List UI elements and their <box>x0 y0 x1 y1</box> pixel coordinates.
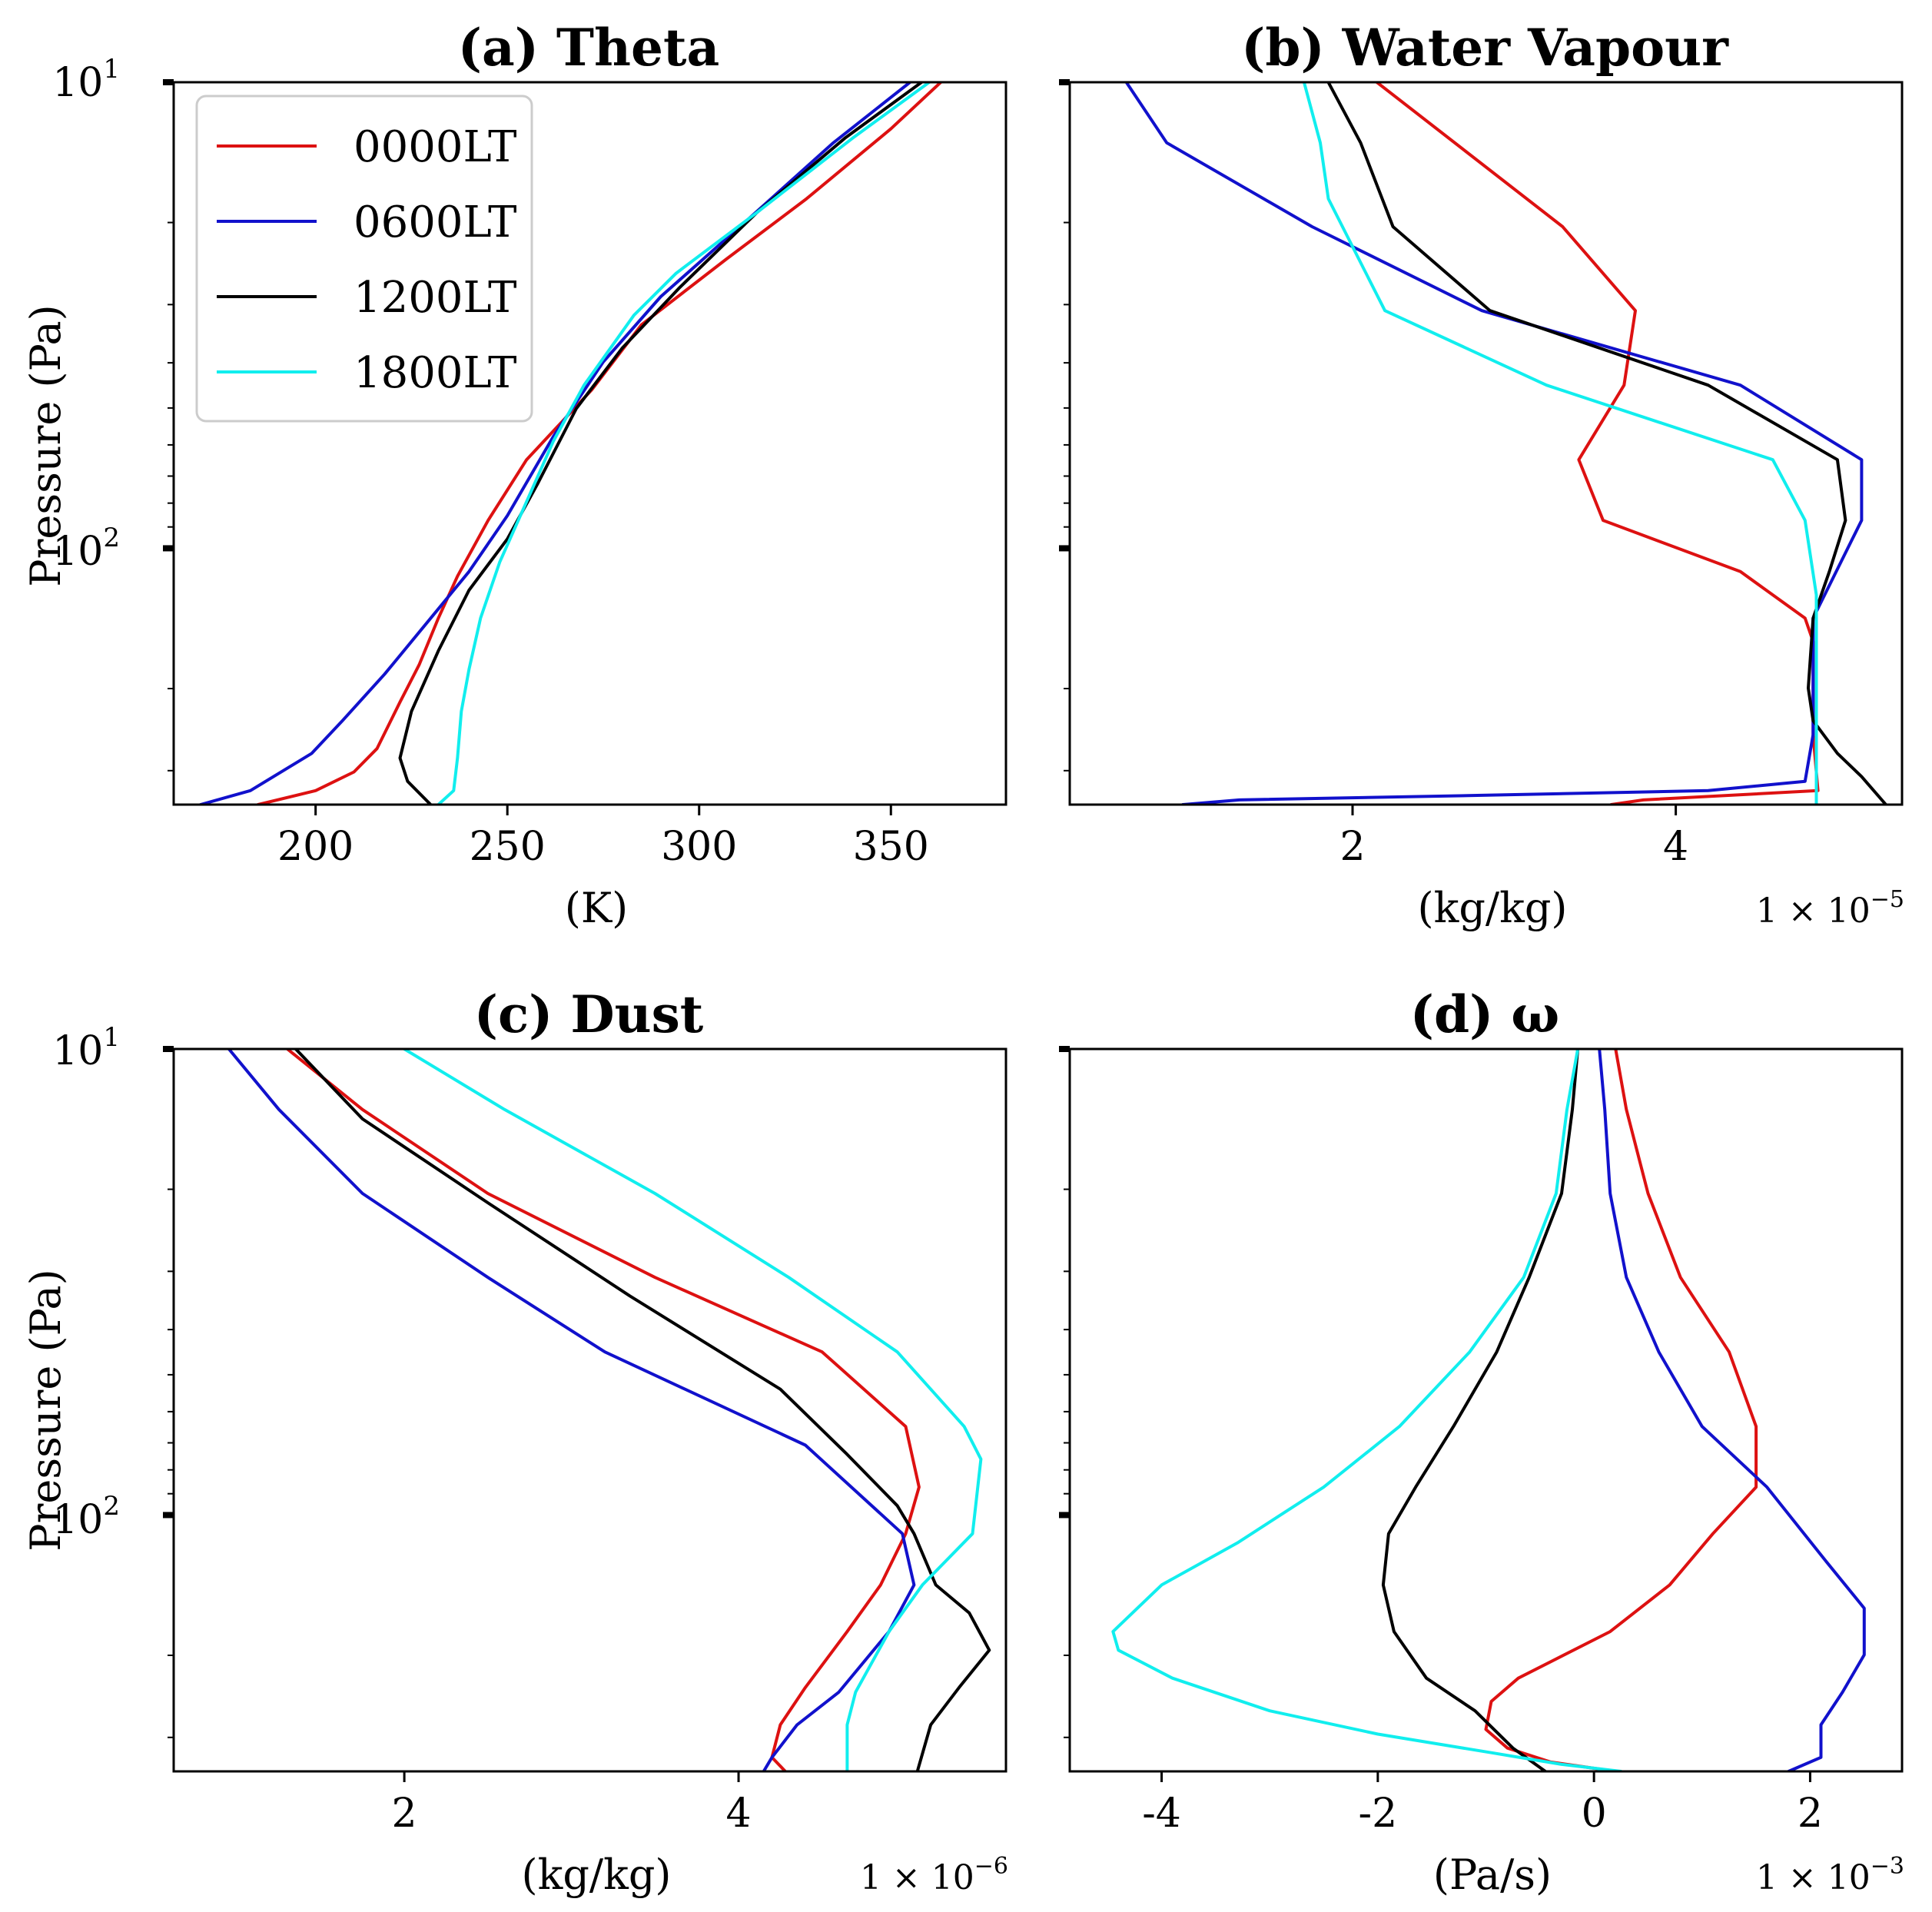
series-line-c-0600LT <box>227 1049 916 1771</box>
axes-frame-a <box>172 81 1007 806</box>
svg-text:102: 102 <box>52 523 120 575</box>
x-tick-label-c-2: 2 <box>392 1791 417 1837</box>
series-line-d-1200LT <box>1381 1049 1580 1771</box>
series-group-b <box>1124 82 1887 805</box>
panel-a: 200 250 300 350 <box>163 79 1007 870</box>
x-tick-label-a-300: 300 <box>661 824 737 870</box>
title-d: (d) ω <box>1410 984 1559 1044</box>
y-axis-label-top: Pressure (Pa) <box>22 304 70 586</box>
series-line-a-0000LT <box>256 82 943 805</box>
title-a: (a) Theta <box>458 18 720 78</box>
series-line-b-1200LT <box>1326 82 1887 805</box>
x-tick-label-d-0: 0 <box>1582 1791 1607 1837</box>
legend-box <box>195 95 533 423</box>
legend-label-1800LT: 1800LT <box>354 348 517 398</box>
legend-entry-0000LT: 0000LT <box>217 122 517 172</box>
x-tick-label-b-2: 2 <box>1339 824 1365 870</box>
x-tick-label-a-200: 200 <box>277 824 354 870</box>
legend-entry-1800LT: 1800LT <box>217 348 517 398</box>
series-line-b-0600LT <box>1124 82 1864 805</box>
series-line-b-0000LT <box>1375 82 1820 805</box>
x-tick-label-a-350: 350 <box>853 824 929 870</box>
series-line-d-0600LT <box>1598 1049 1866 1771</box>
series-line-a-0600LT <box>198 82 912 805</box>
legend-label-0600LT: 0600LT <box>354 198 517 247</box>
x-tick-label-b-4: 4 <box>1663 824 1688 870</box>
axes-frame-b <box>1068 81 1904 806</box>
series-line-d-1800LT <box>1111 1049 1623 1771</box>
y-axis-label-bottom: Pressure (Pa) <box>22 1269 70 1551</box>
series-line-b-1800LT <box>1302 82 1818 805</box>
x-axis-label-c: (kg/kg) <box>522 1851 672 1899</box>
y-tick-label-c-1: 101 <box>52 1022 120 1074</box>
legend-label-1200LT: 1200LT <box>354 273 517 323</box>
legend-entry-1200LT: 1200LT <box>217 273 517 323</box>
x-axis-label-b: (kg/kg) <box>1418 884 1568 932</box>
multiplier-c: 1 × 10−6 <box>860 1853 1008 1897</box>
svg-text:101: 101 <box>52 1022 120 1074</box>
svg-text:101: 101 <box>52 54 120 106</box>
axes-frame-c <box>172 1047 1007 1773</box>
multiplier-d: 1 × 10−3 <box>1756 1853 1904 1897</box>
svg-text:1 × 10−3: 1 × 10−3 <box>1756 1853 1904 1897</box>
series-line-a-1800LT <box>437 82 931 805</box>
x-tick-label-d--2: -2 <box>1359 1791 1398 1837</box>
panel-d: -4 -2 0 2 <box>1059 1046 1904 1837</box>
legend: 0000LT 0600LT 1200LT 1800LT <box>195 95 533 423</box>
x-tick-label-c-4: 4 <box>726 1791 752 1837</box>
title-c: (c) Dust <box>474 984 704 1044</box>
x-axis-label-a: (K) <box>565 884 628 932</box>
svg-text:1 × 10−6: 1 × 10−6 <box>860 1853 1008 1897</box>
x-tick-label-d--4: -4 <box>1142 1791 1181 1837</box>
x-tick-label-a-250: 250 <box>470 824 546 870</box>
y-tick-label-a-2: 102 <box>52 523 120 575</box>
x-tick-label-d-2: 2 <box>1798 1791 1823 1837</box>
series-line-c-1200LT <box>294 1049 991 1771</box>
y-tick-label-a-1: 101 <box>52 54 120 106</box>
svg-text:102: 102 <box>52 1491 120 1543</box>
multiplier-b: 1 × 10−5 <box>1756 886 1904 931</box>
y-tick-label-c-2: 102 <box>52 1491 120 1543</box>
legend-label-0000LT: 0000LT <box>354 122 517 172</box>
series-group-a <box>198 82 943 805</box>
series-group-d <box>1111 1049 1866 1771</box>
title-b: (b) Water Vapour <box>1241 18 1729 78</box>
x-axis-label-d: (Pa/s) <box>1433 1851 1552 1899</box>
series-line-d-0000LT <box>1484 1049 1758 1771</box>
series-line-c-1800LT <box>403 1049 983 1771</box>
series-line-c-0000LT <box>285 1049 921 1771</box>
series-group-c <box>227 1049 991 1771</box>
svg-text:1 × 10−5: 1 × 10−5 <box>1756 886 1904 931</box>
legend-entry-0600LT: 0600LT <box>217 198 517 247</box>
axes-frame-d <box>1068 1047 1904 1773</box>
